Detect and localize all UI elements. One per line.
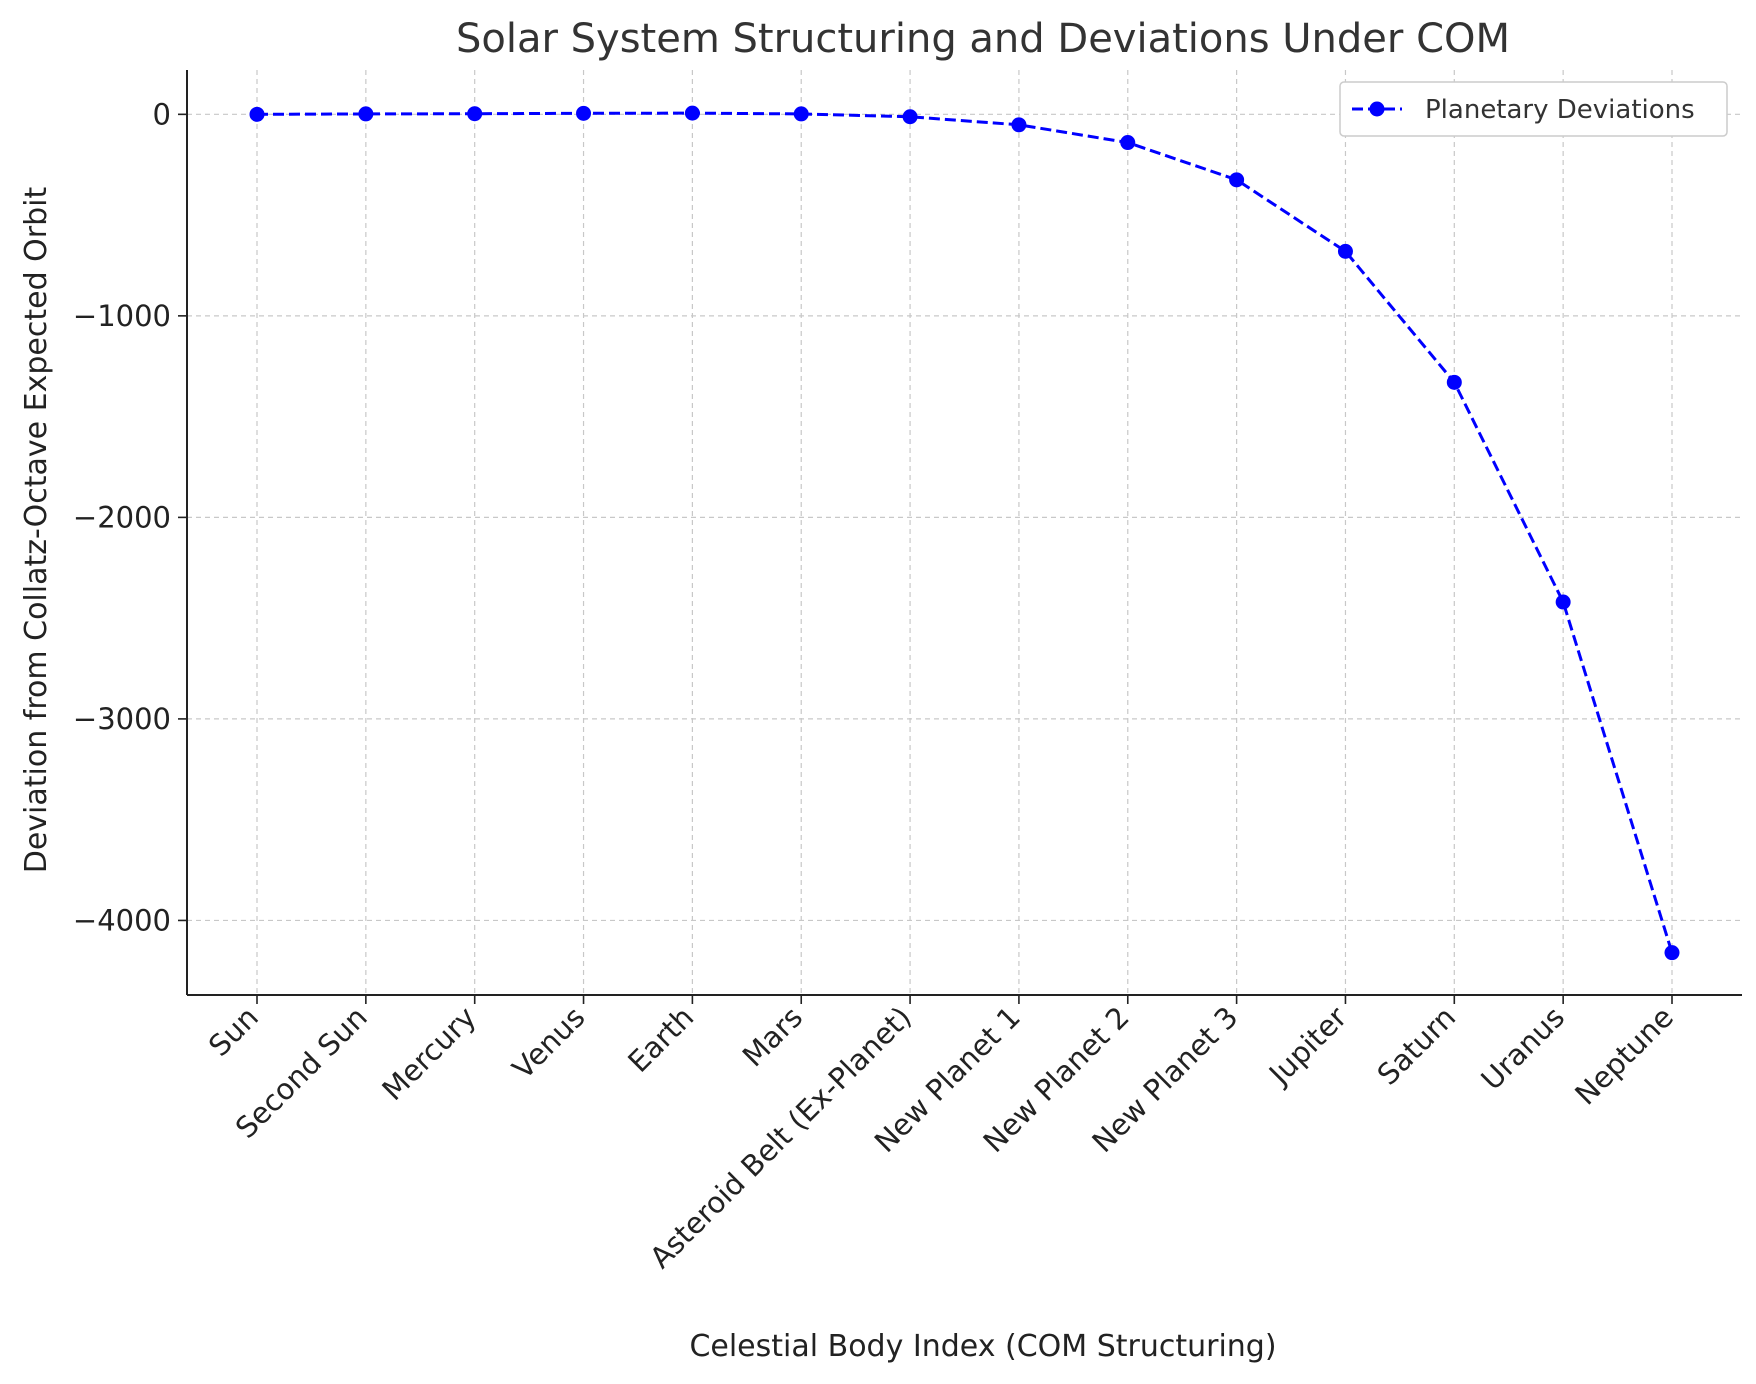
x-tick-label: Saturn [1371,1000,1463,1092]
legend-box [1339,81,1728,137]
x-tick-label: Jupiter [1261,1000,1353,1092]
data-point [1446,374,1462,390]
data-point [1120,135,1136,151]
grid-lines [187,70,1742,995]
data-point [1011,117,1027,133]
y-axis-label: Deviation from Collatz-Octave Expected O… [19,187,54,874]
x-tick-label: Venus [506,1000,592,1086]
data-point [1664,945,1680,961]
legend-marker-sample [1369,101,1385,117]
data-point [684,105,700,121]
data-point [576,105,592,121]
y-tick-label: 0 [153,97,171,131]
x-tick-label: Mercury [375,1000,482,1107]
y-tick-label: −3000 [73,702,171,736]
y-tick-label: −1000 [73,299,171,333]
data-point [1337,243,1353,259]
data-point [358,106,374,122]
data-series [249,105,1680,961]
data-point [793,106,809,122]
x-axis-label: Celestial Body Index (COM Structuring) [689,1329,1276,1364]
data-point [467,106,483,122]
data-point [902,109,918,125]
y-tick-label: −2000 [73,500,171,534]
data-point [249,106,265,122]
data-point [1229,172,1245,188]
x-tick-label: Neptune [1568,1000,1680,1112]
series-line [256,111,1674,954]
y-tick-label: −4000 [73,903,171,937]
x-tick-label: Uranus [1474,1000,1571,1097]
data-point [1555,594,1571,610]
x-tick-label: Mars [736,1000,809,1073]
chart-title: Solar System Structuring and Deviations … [456,16,1510,62]
x-tick-label: Earth [621,1000,700,1079]
legend-label: Planetary Deviations [1425,95,1695,125]
x-tick-label: Sun [202,1000,265,1063]
legend: Planetary Deviations [1339,81,1728,137]
axes [178,70,1742,1004]
